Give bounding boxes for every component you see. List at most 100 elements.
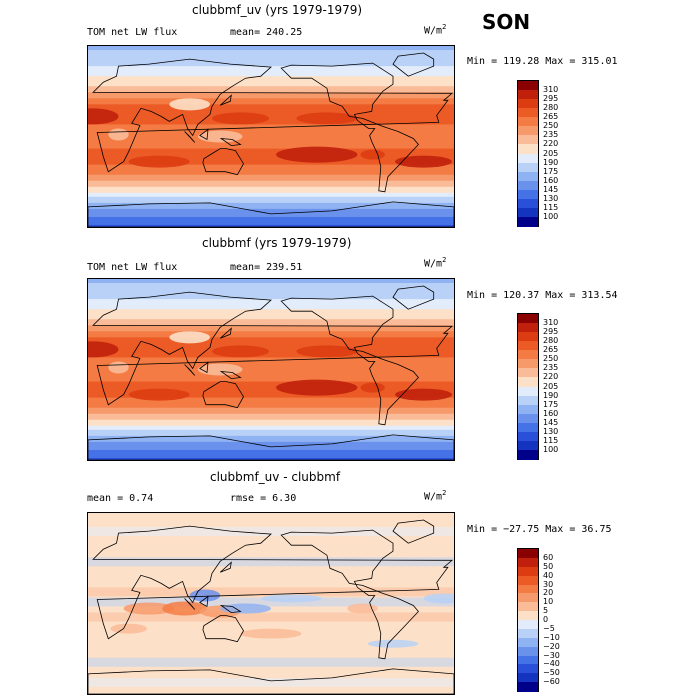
panel-2-left-label: TOM net LW flux	[87, 262, 178, 273]
heat-band	[88, 56, 454, 59]
heat-band	[88, 423, 454, 427]
colorbar-box	[518, 440, 538, 451]
heat-band	[88, 210, 454, 214]
heat-blob	[128, 155, 190, 168]
heat-band	[88, 76, 454, 79]
heat-band	[88, 657, 454, 667]
heat-band	[88, 174, 454, 178]
colorbar-box	[518, 368, 538, 379]
colorbar-box	[518, 189, 538, 200]
heat-blob	[276, 379, 358, 396]
colorbar-tick-label: 205	[543, 381, 559, 391]
heat-band	[88, 72, 454, 75]
heat-band	[88, 196, 454, 200]
colorbar-tick-label: 310	[543, 318, 559, 328]
panel-3-map	[87, 512, 455, 695]
heat-band	[88, 162, 454, 166]
colorbar-box	[518, 207, 538, 218]
heat-blob	[360, 382, 385, 393]
heat-band	[88, 46, 454, 49]
heat-band	[88, 170, 454, 174]
heat-band	[88, 158, 454, 162]
colorbar-tick-label: 10	[543, 597, 554, 607]
heat-band	[88, 130, 454, 134]
heat-band	[88, 110, 454, 113]
heat-band	[88, 206, 454, 210]
colorbar-box	[518, 135, 538, 146]
heat-band	[88, 204, 454, 208]
heat-band	[88, 220, 454, 224]
heat-band	[88, 180, 454, 184]
heat-band	[88, 397, 454, 401]
heat-band	[88, 293, 454, 296]
heat-band	[88, 78, 454, 81]
heat-band	[88, 216, 454, 220]
heat-band	[88, 186, 454, 190]
heat-blob	[110, 623, 147, 634]
panel-3-colorbar: 60 50 40 30 20 10 5 0 −5 −10 −20 −30 −40 −50 −60	[517, 548, 560, 692]
colorbar-box	[518, 673, 538, 683]
coastline	[219, 604, 242, 614]
heat-band	[88, 307, 454, 310]
heat-band	[88, 98, 454, 101]
heat-band	[88, 351, 454, 355]
colorbar-box	[518, 81, 538, 91]
heat-band	[88, 383, 454, 387]
heat-band	[88, 353, 454, 357]
heat-band	[88, 357, 454, 361]
heat-band	[88, 327, 454, 330]
heat-band	[88, 68, 454, 71]
colorbar-tick-label: 20	[543, 588, 554, 598]
heat-band	[88, 301, 454, 304]
heat-band	[88, 367, 454, 371]
panel-1-title: clubbmf_uv (yrs 1979-1979)	[192, 3, 363, 17]
colorbar-tick-label: 205	[543, 148, 559, 158]
panel-3-mean-label: mean = 0.74	[87, 493, 154, 504]
heat-band	[88, 52, 454, 55]
heat-band	[88, 62, 454, 65]
colorbar-box	[518, 153, 538, 164]
heat-band	[88, 347, 454, 350]
heat-band	[88, 120, 454, 124]
heat-band	[88, 355, 454, 359]
heat-band	[88, 200, 454, 204]
colorbar-box	[518, 99, 538, 109]
heat-band	[88, 80, 454, 83]
panel-2-title: clubbmf (yrs 1979-1979)	[202, 236, 352, 250]
panel-3-rmse-label: rmse = 6.30	[230, 493, 297, 504]
panel-1-minmax: Min = 119.28 Max = 315.01	[467, 56, 618, 67]
heat-blob	[212, 112, 269, 125]
heat-band	[88, 86, 454, 89]
colorbar-tick-label: 5	[543, 606, 549, 616]
coastline	[219, 561, 232, 573]
colorbar-tick-label: 190	[543, 157, 559, 167]
heat-blob	[360, 149, 385, 160]
colorbar-box	[518, 180, 538, 191]
panel-1-map-svg	[88, 46, 454, 227]
colorbar-tick-label: 220	[543, 139, 559, 149]
heat-band	[88, 329, 454, 332]
colorbar-tick-label: 295	[543, 327, 559, 337]
colorbar-box	[518, 117, 538, 127]
heat-band	[88, 337, 454, 340]
heat-band	[88, 373, 454, 377]
heat-band	[88, 54, 454, 57]
coastline	[184, 364, 196, 376]
heat-band	[88, 441, 454, 445]
heat-band	[88, 447, 454, 451]
colorbar-tick-label: 130	[543, 193, 559, 203]
heat-band	[88, 146, 454, 150]
panel-2-colorbar: 310 295 280 265 250 235 220 205 190 175 160 145 130 1…	[517, 313, 558, 460]
heat-band	[88, 449, 454, 453]
colorbar-box	[518, 620, 538, 630]
colorbar-tick-label: 175	[543, 166, 559, 176]
colorbar-box	[518, 395, 538, 406]
colorbar-box	[518, 386, 538, 397]
colorbar-box	[518, 126, 538, 136]
heat-blob	[108, 361, 129, 374]
heat-band	[88, 214, 454, 218]
heat-band	[88, 84, 454, 87]
heat-band	[88, 184, 454, 188]
heat-band	[88, 453, 454, 457]
colorbar-box	[518, 628, 538, 639]
